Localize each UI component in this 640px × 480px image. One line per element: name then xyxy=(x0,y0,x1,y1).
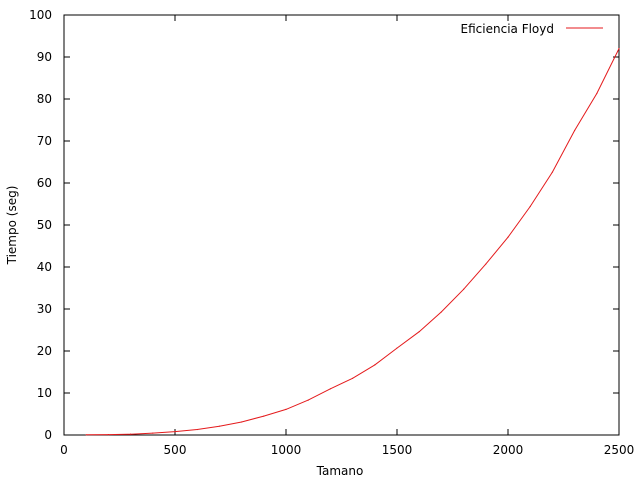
data-point xyxy=(196,428,198,431)
x-tick-label: 2500 xyxy=(604,443,635,457)
data-point xyxy=(152,432,154,434)
data-point xyxy=(396,347,398,349)
y-tick-label: 70 xyxy=(37,134,52,148)
data-point xyxy=(307,399,309,401)
data-point xyxy=(85,434,87,436)
data-point xyxy=(418,331,420,333)
x-tick-label: 1000 xyxy=(271,443,302,457)
data-point xyxy=(485,263,487,265)
data-point xyxy=(529,205,531,208)
x-tick-label: 0 xyxy=(60,443,68,457)
x-axis-title: Tamano xyxy=(316,464,364,478)
ticks-layer: 0 500 1000 1500 2000 2500 0 10 20 30 40 50 60 70 80 90 1… xyxy=(29,8,634,457)
data-point xyxy=(507,236,509,238)
y-tick-label: 20 xyxy=(37,344,52,358)
x-tick-label: 1500 xyxy=(382,443,413,457)
data-point xyxy=(285,408,287,410)
data-point xyxy=(463,288,465,290)
y-tick-label: 40 xyxy=(37,260,52,274)
plot-frame xyxy=(63,14,620,436)
y-tick-label: 50 xyxy=(37,218,52,232)
data-point xyxy=(374,364,376,366)
legend-label: Eficiencia Floyd xyxy=(461,22,554,36)
data-point xyxy=(551,171,554,173)
data-point xyxy=(596,92,598,95)
data-point xyxy=(107,433,109,436)
y-tick-label: 60 xyxy=(37,176,52,190)
y-tick-label: 30 xyxy=(37,302,52,316)
data-point xyxy=(618,48,620,50)
y-tick-label: 90 xyxy=(37,50,52,64)
data-point xyxy=(329,388,331,390)
legend: Eficiencia Floyd xyxy=(461,22,603,36)
y-axis-title: Tiempo (seg) xyxy=(5,186,19,266)
data-point xyxy=(440,311,442,313)
data-point xyxy=(574,129,576,132)
points-layer xyxy=(85,48,620,436)
data-point xyxy=(218,425,220,427)
y-tick-label: 10 xyxy=(37,386,52,400)
x-tick-label: 2000 xyxy=(493,443,524,457)
data-point xyxy=(174,431,176,433)
data-point xyxy=(263,415,265,417)
data-point xyxy=(241,421,243,423)
series-line-eficiencia-floyd xyxy=(86,48,620,436)
data-point xyxy=(130,433,132,435)
y-tick-label: 0 xyxy=(44,428,52,442)
y-tick-label: 100 xyxy=(29,8,52,22)
x-tick-label: 500 xyxy=(164,443,187,457)
y-tick-label: 80 xyxy=(37,92,52,106)
data-point xyxy=(352,377,354,379)
